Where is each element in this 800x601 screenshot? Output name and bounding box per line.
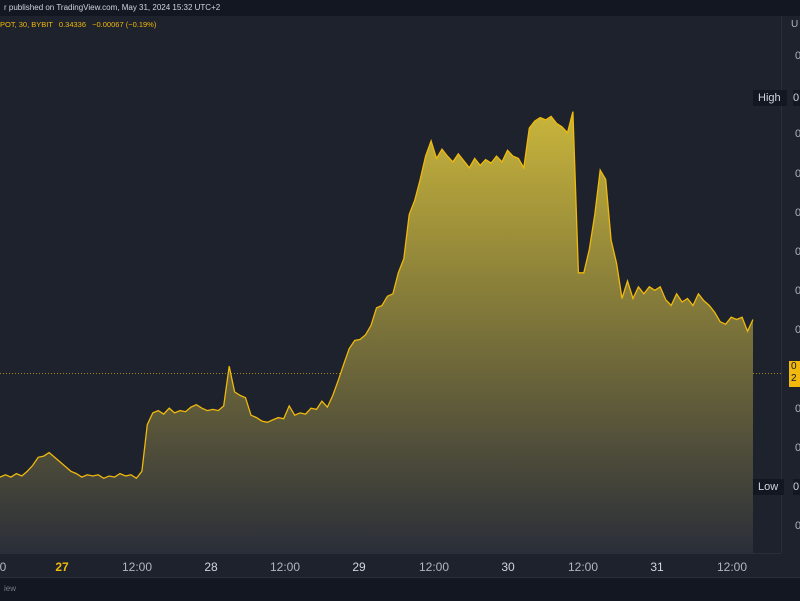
x-tick-label: 29: [352, 560, 366, 574]
x-tick-label: 30: [501, 560, 515, 574]
currency-label: U: [791, 19, 799, 30]
y-tick-label: 0: [795, 128, 800, 141]
high-value: 0: [793, 89, 800, 106]
x-tick-label: 12:00: [567, 560, 599, 574]
y-tick-label: 0: [795, 285, 800, 298]
publish-header: r published on TradingView.com, May 31, …: [0, 0, 800, 16]
y-tick-label: 0: [795, 50, 800, 62]
symbol-name: POT, 30, BYBIT: [0, 20, 53, 29]
y-tick-label: 0: [795, 324, 800, 337]
low-marker: Low: [753, 478, 785, 495]
y-tick-label: 0: [795, 246, 800, 258]
x-tick-label: 27: [55, 560, 69, 574]
area-fill: [0, 111, 753, 553]
footer-bar: iew: [0, 577, 800, 601]
y-tick-label: 0: [795, 206, 800, 219]
x-tick-label: 12:00: [121, 560, 153, 574]
publish-info: r published on TradingView.com, May 31, …: [4, 3, 221, 12]
y-tick-label: 0: [795, 167, 800, 180]
x-tick-label: 28: [204, 560, 218, 574]
high-marker: High: [753, 89, 787, 106]
footer-brand: iew: [4, 584, 17, 593]
price-change: −0.00067 (−0.19%): [92, 20, 157, 29]
price-chart[interactable]: [0, 16, 781, 553]
x-tick-label: 12:00: [716, 560, 748, 574]
y-tick-label: 0: [795, 442, 800, 454]
y-tick-label: 0: [795, 402, 800, 415]
x-tick-label: 0: [0, 560, 7, 574]
time-axis[interactable]: 0 27 12:00 28 12:00 29 12:00 30 12:00 31 12:00: [0, 553, 781, 578]
current-price-line-1: 0: [791, 360, 797, 372]
price-line: [0, 111, 754, 480]
symbol-legend: POT, 30, BYBIT 0.34336 −0.00067 (−0.19%): [0, 20, 156, 29]
x-tick-label: 12:00: [269, 560, 301, 574]
low-value: 0: [793, 478, 800, 495]
y-tick-label: 0: [795, 520, 800, 533]
x-tick-label: 31: [650, 560, 664, 574]
x-tick-label: 12:00: [418, 560, 450, 574]
current-price-line-2: 2: [791, 372, 797, 384]
last-price: 0.34336: [58, 20, 87, 29]
